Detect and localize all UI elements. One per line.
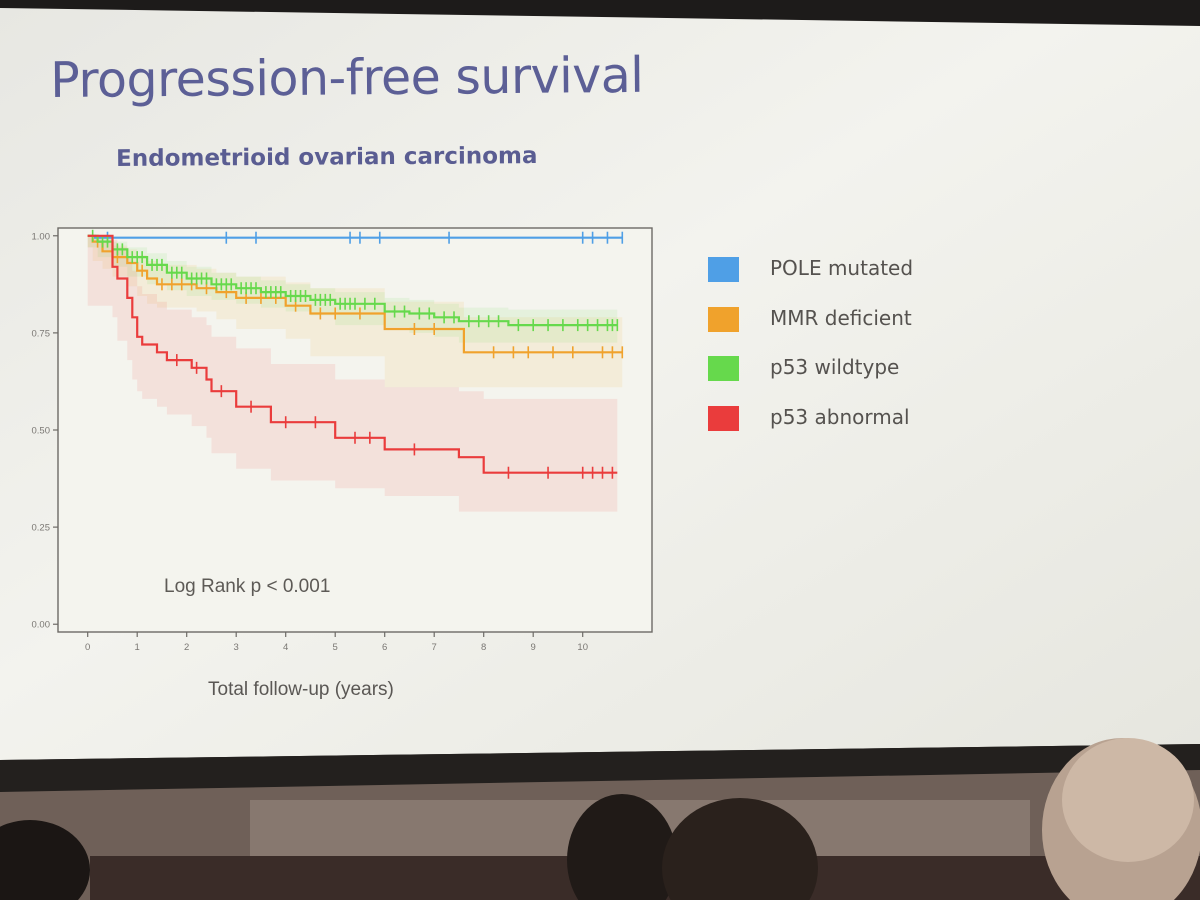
confidence-band-p53-wildtype [87, 235, 618, 343]
audience-head [662, 798, 818, 900]
x-tick-label: 1 [135, 642, 140, 653]
x-tick-label: 6 [382, 642, 387, 653]
x-axis-title: Total follow-up (years) [208, 679, 394, 700]
legend-item-p53-wildtype: p53 wildtype [708, 353, 968, 383]
x-axis: 0 1 2 3 4 5 6 7 8 9 10 [85, 632, 588, 653]
audience-head [0, 820, 90, 900]
legend-swatch [708, 257, 739, 282]
legend-swatch [708, 307, 739, 332]
y-axis: 0.00 0.25 0.50 0.75 1.00 [32, 231, 58, 631]
y-tick-label: 0.75 [32, 328, 51, 339]
screen-bottom-bezel [0, 744, 1200, 792]
x-tick-label: 0 [85, 642, 90, 653]
legend-swatch [708, 406, 739, 431]
legend-label: POLE mutated [770, 256, 914, 280]
x-tick-label: 9 [531, 642, 536, 653]
survival-curve-p53-abnormal [87, 234, 618, 474]
y-tick-label: 1.00 [32, 231, 51, 242]
confidence-band-mmr-deficient [87, 235, 623, 388]
log-rank-annotation: Log Rank p < 0.001 [164, 576, 331, 597]
confidence-band-p53-abnormal [87, 235, 618, 512]
y-tick-label: 0.25 [32, 523, 51, 534]
x-tick-label: 3 [234, 642, 239, 653]
survival-curve-mmr-deficient [87, 234, 623, 354]
slide-subtitle: Endometrioid ovarian carcinoma [116, 143, 538, 172]
x-tick-label: 5 [333, 642, 338, 653]
legend-item-pole-mutated: POLE mutated [708, 254, 968, 284]
y-tick-label: 0.50 [32, 426, 51, 437]
survival-curve-p53-wildtype [87, 234, 618, 327]
x-tick-label: 7 [432, 642, 437, 653]
legend-label: p53 abnormal [770, 405, 910, 429]
audience-hair [1062, 738, 1194, 862]
legend-item-mmr-deficient: MMR deficient [708, 304, 968, 334]
legend-item-p53-abnormal: p53 abnormal [708, 403, 968, 433]
legend-label: MMR deficient [770, 306, 912, 330]
plot-frame [57, 227, 653, 633]
audience-head [567, 794, 677, 900]
x-tick-label: 2 [184, 642, 189, 653]
x-tick-label: 4 [283, 642, 288, 653]
x-tick-label: 8 [481, 642, 486, 653]
survival-chart: 0.00 0.25 0.50 0.75 1.00 0 1 2 3 4 5 6 7 8 9 10 [32, 227, 653, 653]
legend-label: p53 wildtype [770, 355, 900, 379]
plot-area [87, 229, 624, 512]
y-tick-label: 0.00 [32, 620, 51, 631]
screen-top-frame [0, 0, 1200, 26]
legend-swatch [708, 356, 739, 381]
slide-title: Progression-free survival [50, 46, 644, 109]
x-tick-label: 10 [577, 642, 588, 653]
